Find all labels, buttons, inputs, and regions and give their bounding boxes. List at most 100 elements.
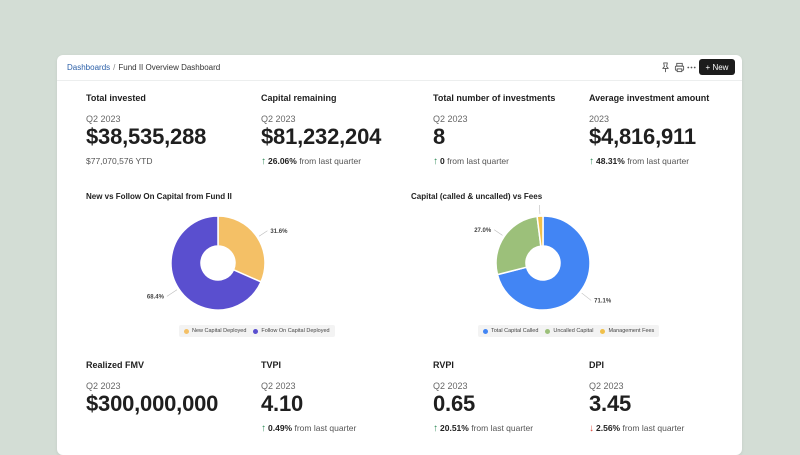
metric-total-investments: Total number of investments Q2 2023 8 ↑ 0… xyxy=(433,93,593,173)
legend-label: Uncalled Capital xyxy=(553,328,594,334)
arrow-up-icon: ↑ xyxy=(261,423,266,434)
metric-title: RVPI xyxy=(433,360,454,370)
print-icon[interactable] xyxy=(674,62,685,73)
metric-value: 8 xyxy=(433,124,446,149)
metric-tvpi: TVPI Q2 2023 4.10 ↑ 0.49% from last quart… xyxy=(261,360,421,440)
leader-line xyxy=(539,205,541,215)
change-suffix: from last quarter xyxy=(447,156,509,166)
arrow-up-icon: ↑ xyxy=(589,156,594,167)
legend-item: Follow On Capital Deployed xyxy=(253,328,330,334)
legend-label: Total Capital Called xyxy=(491,328,539,334)
metric-value: $4,816,911 xyxy=(589,124,696,149)
metric-period: Q2 2023 xyxy=(261,381,296,391)
legend-swatch xyxy=(600,328,606,334)
metric-rvpi: RVPI Q2 2023 0.65 ↑ 20.51% from last quar… xyxy=(433,360,593,440)
chart-title-new-vs-follow-on: New vs Follow On Capital from Fund II xyxy=(86,192,232,201)
metric-change: ↑ 0 from last quarter xyxy=(433,156,509,167)
metric-title: DPI xyxy=(589,360,605,370)
more-icon[interactable] xyxy=(686,62,697,73)
metric-average-investment: Average investment amount 2023 $4,816,91… xyxy=(589,93,739,173)
metric-value: 0.65 xyxy=(433,391,476,416)
metric-change: ↑ 26.06% from last quarter xyxy=(261,156,361,167)
breadcrumb-separator: / xyxy=(113,63,116,72)
metric-value: $81,232,204 xyxy=(261,124,382,149)
chart-legend: New Capital Deployed Follow On Capital D… xyxy=(179,325,335,337)
metric-value: 4.10 xyxy=(261,391,304,416)
leader-line xyxy=(581,292,592,301)
slice-label: 27.0% xyxy=(474,228,492,234)
arrow-down-icon: ↓ xyxy=(589,423,594,434)
arrow-up-icon: ↑ xyxy=(433,423,438,434)
metric-title: Total invested xyxy=(86,93,146,103)
change-suffix: from last quarter xyxy=(294,423,357,433)
leader-line xyxy=(494,229,503,236)
donut-chart-capital-vs-fees: 71.1%27.0%2.0% xyxy=(474,205,612,311)
metric-title: Realized FMV xyxy=(86,360,145,370)
breadcrumb-dashboards-link[interactable]: Dashboards xyxy=(67,63,111,72)
new-button[interactable]: + New xyxy=(699,59,735,75)
slice-uncalled-capital[interactable] xyxy=(495,215,542,276)
breadcrumb-current: Fund II Overview Dashboard xyxy=(118,63,221,72)
donut-chart-new-vs-follow-on: 31.6% 68.4% xyxy=(147,215,288,311)
slice-label: 71.1% xyxy=(594,298,612,304)
change-value: 26.06% xyxy=(268,156,297,166)
metric-period: Q2 2023 xyxy=(589,381,624,391)
metric-title: TVPI xyxy=(261,360,282,370)
breadcrumb: Dashboards / Fund II Overview Dashboard xyxy=(67,63,220,72)
metric-value: $300,000,000 xyxy=(86,391,219,416)
slice-label: 31.6% xyxy=(270,229,288,235)
metric-title: Average investment amount xyxy=(589,93,710,103)
metric-period: Q2 2023 xyxy=(433,381,468,391)
legend-label: New Capital Deployed xyxy=(192,328,247,334)
change-value: 2.56% xyxy=(596,423,621,433)
metric-capital-remaining: Capital remaining Q2 2023 $81,232,204 ↑ 2… xyxy=(261,93,421,173)
legend-item: Uncalled Capital xyxy=(545,328,593,334)
metric-change: ↑ 48.31% from last quarter xyxy=(589,156,689,167)
leader-line xyxy=(166,289,178,297)
metric-title: Total number of investments xyxy=(433,93,556,103)
change-suffix: from last quarter xyxy=(627,156,690,166)
change-suffix: from last quarter xyxy=(622,423,685,433)
metric-value: 3.45 xyxy=(589,391,632,416)
slice-follow-on-capital-deployed[interactable] xyxy=(170,215,263,311)
dashboard-window: Dashboards / Fund II Overview Dashboard + … xyxy=(57,55,742,455)
change-value: 48.31% xyxy=(596,156,625,166)
top-bar: Dashboards / Fund II Overview Dashboard + … xyxy=(57,55,742,81)
metric-period: Q2 2023 xyxy=(86,114,121,124)
change-value: 0.49% xyxy=(268,423,293,433)
legend-swatch xyxy=(184,328,189,334)
metric-total-invested: Total invested Q2 2023 $38,535,288 $77,0… xyxy=(86,93,246,173)
slice-label: 68.4% xyxy=(147,294,165,300)
metric-value: $38,535,288 xyxy=(86,124,207,149)
metric-change: ↑ 0.49% from last quarter xyxy=(261,423,356,434)
metric-dpi: DPI Q2 2023 3.45 ↓ 2.56% from last quarte… xyxy=(589,360,739,440)
change-value: 0 xyxy=(440,156,445,166)
metric-change: ↓ 2.56% from last quarter xyxy=(589,423,684,434)
change-value: 20.51% xyxy=(440,423,469,433)
metric-period: Q2 2023 xyxy=(261,114,296,124)
legend-label: Management Fees xyxy=(608,328,655,334)
chart-legend: Total Capital Called Uncalled Capital Ma… xyxy=(478,325,660,337)
metric-period: 2023 xyxy=(589,114,610,124)
arrow-up-icon: ↑ xyxy=(433,156,438,167)
metric-ytd: $77,070,576 YTD xyxy=(86,156,153,166)
legend-swatch xyxy=(483,328,488,334)
chart-title-capital-vs-fees: Capital (called & uncalled) vs Fees xyxy=(411,192,543,201)
slice-management-fees[interactable] xyxy=(536,215,544,247)
slice-new-capital-deployed[interactable] xyxy=(217,215,266,283)
metric-realized-fmv: Realized FMV Q2 2023 $300,000,000 xyxy=(86,360,256,440)
pin-icon[interactable] xyxy=(660,62,671,73)
arrow-up-icon: ↑ xyxy=(261,156,266,167)
leader-line xyxy=(258,230,268,237)
legend-item: Total Capital Called xyxy=(483,328,538,334)
metric-period: Q2 2023 xyxy=(433,114,468,124)
change-suffix: from last quarter xyxy=(471,423,534,433)
legend-swatch xyxy=(545,328,551,334)
metric-period: Q2 2023 xyxy=(86,381,121,391)
metric-change: ↑ 20.51% from last quarter xyxy=(433,423,533,434)
change-suffix: from last quarter xyxy=(299,156,362,166)
legend-label: Follow On Capital Deployed xyxy=(261,328,330,334)
metric-title: Capital remaining xyxy=(261,93,337,103)
legend-item: Management Fees xyxy=(600,328,654,334)
slice-total-capital-called[interactable] xyxy=(496,215,591,311)
